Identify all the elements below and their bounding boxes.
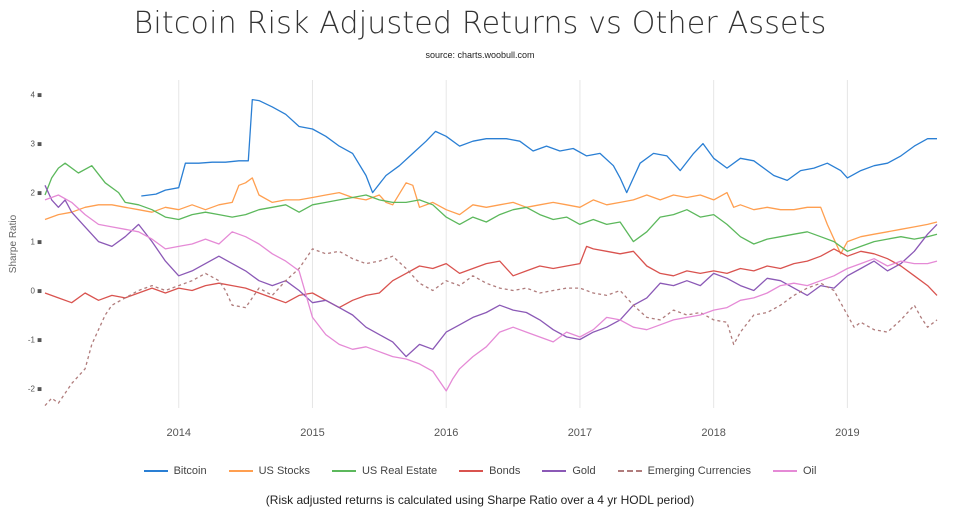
legend-label: US Stocks [258,465,310,477]
legend-swatch [617,470,642,472]
x-tick-label: 2018 [701,427,725,439]
legend-label: US Real Estate [361,465,438,477]
chart-plot: 2014 2015 2016 2017 2018 2019 -2 ■ -1 ■ 0 ■ 1 ■ 2 … [8,80,938,439]
legend-swatch [542,470,567,472]
legend-item[interactable]: Bitcoin [143,465,207,477]
y-tick-label: 4 ■ [30,91,42,100]
legend-swatch [143,470,168,472]
y-tick-label: 2 ■ [30,189,42,198]
legend-swatch [772,470,797,472]
legend-label: Oil [802,465,817,477]
legend-item[interactable]: Gold [542,465,596,477]
series-line-us-stocks [44,177,938,255]
chart-subtitle: source: charts.woobull.com [425,50,535,60]
legend-item[interactable]: Oil [772,465,817,477]
series-line-us-real-estate [44,162,938,252]
legend-item[interactable]: Bonds [459,465,520,477]
legend-swatch [331,470,356,472]
legend-item[interactable]: US Stocks [228,465,310,477]
legend-label: Gold [572,465,596,477]
chart-title: Bitcoin Risk Adjusted Returns vs Other A… [133,6,827,41]
y-tick-label: 0 ■ [30,287,42,296]
legend-label: Bitcoin [173,465,207,477]
series-line-bonds [44,245,938,309]
legend-swatch [228,470,253,472]
chart-footnote: (Risk adjusted returns is calculated usi… [265,493,695,507]
series-lines [44,98,938,407]
y-tick-label: -2 ■ [28,384,42,393]
legend-item[interactable]: Emerging Currencies [617,465,751,477]
legend: Bitcoin US Stocks US Real Estate Bonds Gold E… [0,465,960,477]
legend-label: Bonds [489,465,521,477]
axis-labels: 2014 2015 2016 2017 2018 2019 -2 ■ -1 ■ 0 ■ 1 ■ 2 … [8,91,860,439]
x-tick-label: 2016 [434,427,458,439]
legend-label: Emerging Currencies [647,465,751,477]
series-line-oil [44,194,938,392]
legend-item[interactable]: US Real Estate [331,465,438,477]
x-tick-label: 2017 [568,427,592,439]
y-axis-title: Sharpe Ratio [8,214,19,273]
y-tick-label: 1 ■ [30,238,42,247]
x-tick-label: 2019 [835,427,859,439]
grid-lines [178,80,848,408]
y-tick-label: -1 ■ [28,335,42,344]
legend-swatch [459,470,484,472]
series-line-emerging-currencies [44,248,938,407]
x-tick-label: 2015 [300,427,324,439]
y-tick-label: 3 ■ [30,140,42,149]
series-line-bitcoin [141,98,937,197]
x-tick-label: 2014 [166,427,190,439]
